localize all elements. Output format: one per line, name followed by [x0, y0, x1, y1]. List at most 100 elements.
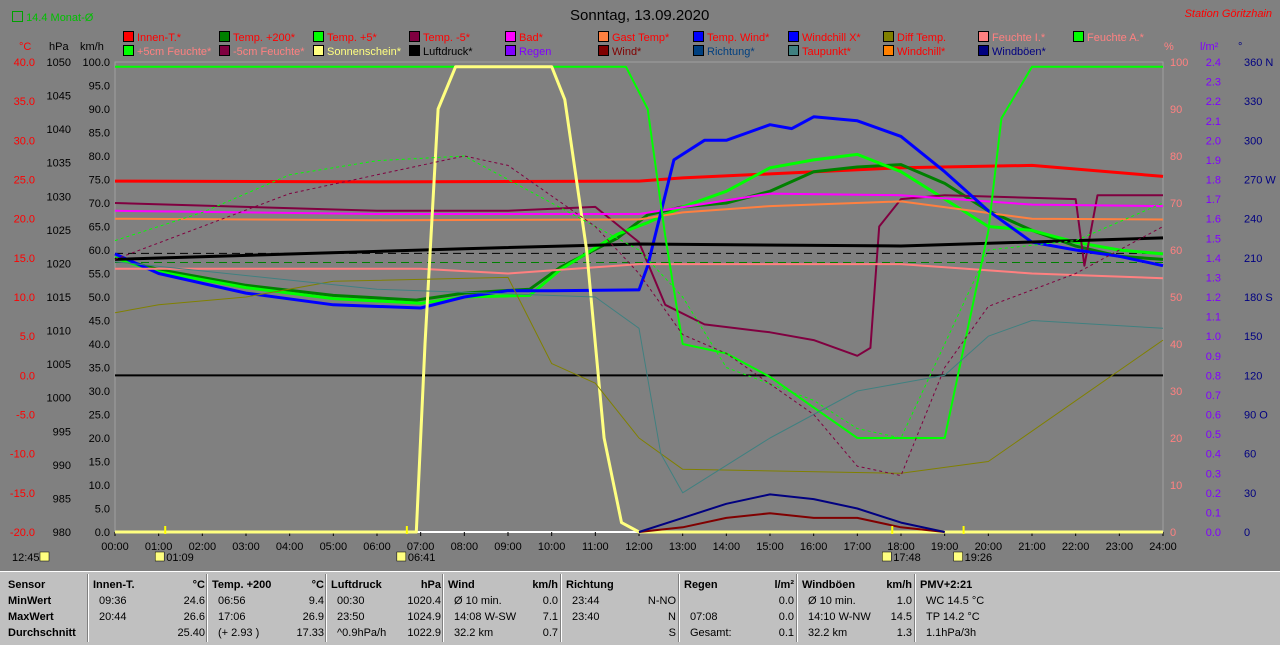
legend-label: Windböen*: [992, 46, 1046, 58]
summary-cell-label: ^0.9hPa/h: [337, 627, 387, 639]
legend-item[interactable]: Windböen*: [978, 45, 1046, 58]
legend-swatch: [219, 45, 230, 56]
x-tick-label: 14:00: [713, 541, 741, 553]
side-event-label: 12:45: [12, 552, 40, 564]
legend-item[interactable]: Windchill X*: [788, 31, 861, 44]
row-label-max: MaxWert: [8, 611, 54, 623]
humidity-axis-tick-label: 80: [1170, 151, 1182, 163]
summary-separator: [325, 574, 327, 642]
rain-axis-tick-label: 0.6: [1206, 410, 1221, 422]
legend-item[interactable]: Richtung*: [693, 45, 755, 58]
summary-cell-value: 1024.9: [407, 611, 441, 623]
summary-column-unit: hPa: [420, 579, 441, 591]
temp-axis-tick-label: 35.0: [14, 96, 35, 108]
x-tick-label: 02:00: [189, 541, 217, 553]
legend-item[interactable]: Feuchte A.*: [1073, 31, 1144, 44]
legend-swatch: [978, 31, 989, 42]
rain-axis-tick-label: 1.3: [1206, 272, 1221, 284]
moonset-time-label: 17:48: [893, 552, 921, 564]
legend-swatch: [409, 31, 420, 42]
direction-axis-tick-label: 30: [1244, 488, 1256, 500]
legend-item[interactable]: Wind*: [598, 45, 641, 58]
pressure-axis-tick-label: 1045: [47, 91, 71, 103]
legend-item[interactable]: -5cm Feuchte*: [219, 45, 305, 58]
x-tick-label: 03:00: [232, 541, 260, 553]
x-tick-label: 18:00: [887, 541, 915, 553]
temp-axis-tick-label: -15.0: [10, 488, 35, 500]
wind-axis-tick-label: 35.0: [89, 363, 110, 375]
month-average-indicator[interactable]: 14.4 Monat-Ø: [12, 11, 93, 24]
pressure-axis-tick-label: 1005: [47, 359, 71, 371]
summary-cell-value: 17.33: [296, 627, 324, 639]
series-line: [114, 163, 1164, 302]
summary-cell-value: N: [668, 611, 676, 623]
temp-axis-tick-label: -5.0: [16, 410, 35, 422]
legend-swatch: [505, 45, 516, 56]
summary-column-header: Wind: [448, 579, 475, 591]
temp-axis-tick-label: 25.0: [14, 175, 35, 187]
sunrise-time-label: 06:41: [408, 552, 436, 564]
rain-axis-tick-label: 0.1: [1206, 507, 1221, 519]
rain-axis-tick-label: 1.0: [1206, 331, 1221, 343]
legend-item[interactable]: Temp. -5*: [409, 31, 470, 44]
legend-label: Temp. +200*: [233, 32, 296, 44]
legend-swatch: [505, 31, 516, 42]
plot-area: [114, 61, 1164, 533]
sunset-time-label: 19:26: [965, 552, 993, 564]
wind-axis-tick-label: 60.0: [89, 245, 110, 257]
legend-item[interactable]: Taupunkt*: [788, 45, 851, 58]
summary-cell-value: 1022.9: [407, 627, 441, 639]
legend-item[interactable]: Windchill*: [883, 45, 945, 58]
legend-item[interactable]: Temp. +5*: [313, 31, 377, 44]
legend-item[interactable]: Innen-T.*: [123, 31, 181, 44]
humidity-axis-tick-label: 70: [1170, 198, 1182, 210]
unit-kmh-label: km/h: [80, 41, 104, 53]
legend-label: Bad*: [519, 32, 543, 44]
legend-swatch: [409, 45, 420, 56]
series-line: [114, 194, 1163, 357]
summary-cell-label: Ø 10 min.: [808, 595, 856, 607]
pressure-axis-tick-label: 1020: [47, 258, 71, 270]
summary-cell-label: TP 14.2 °C: [926, 611, 980, 623]
wind-axis-tick-label: 40.0: [89, 339, 110, 351]
wind-axis-tick-label: 25.0: [89, 410, 110, 422]
summary-separator: [560, 574, 562, 642]
x-tick-label: 22:00: [1062, 541, 1090, 553]
legend-item[interactable]: Feuchte I.*: [978, 31, 1045, 44]
humidity-axis-tick-label: 100: [1170, 57, 1188, 69]
x-tick-label: 06:00: [363, 541, 391, 553]
legend-swatch: [883, 31, 894, 42]
wind-axis-tick-label: 5.0: [95, 504, 110, 516]
direction-axis-tick-label: 90 O: [1244, 410, 1268, 422]
pressure-axis-tick-label: 990: [53, 460, 71, 472]
summary-cell-label: 32.2 km: [808, 627, 848, 639]
legend-item[interactable]: Temp. Wind*: [693, 31, 769, 44]
wind-axis-tick-label: 90.0: [89, 104, 110, 116]
legend-label: Feuchte A.*: [1087, 32, 1144, 44]
legend-item[interactable]: +5cm Feuchte*: [123, 45, 211, 58]
pressure-axis-tick-label: 985: [53, 493, 71, 505]
legend-item[interactable]: Gast Temp*: [598, 31, 669, 44]
legend-label: Feuchte I.*: [992, 32, 1046, 44]
legend-item[interactable]: Regen: [505, 45, 551, 58]
summary-cell-value: 0.1: [778, 627, 794, 639]
legend-item[interactable]: Sonnenschein*: [313, 45, 401, 58]
summary-cell-label: 32.2 km: [454, 627, 494, 639]
rain-axis-tick-label: 2.2: [1206, 96, 1221, 108]
unit-celsius-label: °C: [19, 41, 32, 53]
legend-item[interactable]: Temp. +200*: [219, 31, 295, 44]
summary-cell-value: 1.3: [896, 627, 912, 639]
legend-item[interactable]: Diff Temp.: [883, 31, 946, 44]
legend-item[interactable]: Bad*: [505, 31, 543, 44]
x-tick-label: 16:00: [800, 541, 828, 553]
summary-column-header: Luftdruck: [331, 579, 382, 591]
direction-axis-tick-label: 270 W: [1244, 175, 1276, 187]
legend-item[interactable]: Luftdruck*: [409, 45, 473, 58]
series-line: [114, 163, 1164, 184]
summary-cell-value: 0.7: [542, 627, 558, 639]
summary-cell-label: 20:44: [99, 611, 127, 623]
legend-label: Diff Temp.: [897, 32, 947, 44]
series-line: [114, 200, 1164, 222]
moonset-icon: [882, 551, 892, 562]
summary-column-unit: °C: [192, 579, 205, 591]
